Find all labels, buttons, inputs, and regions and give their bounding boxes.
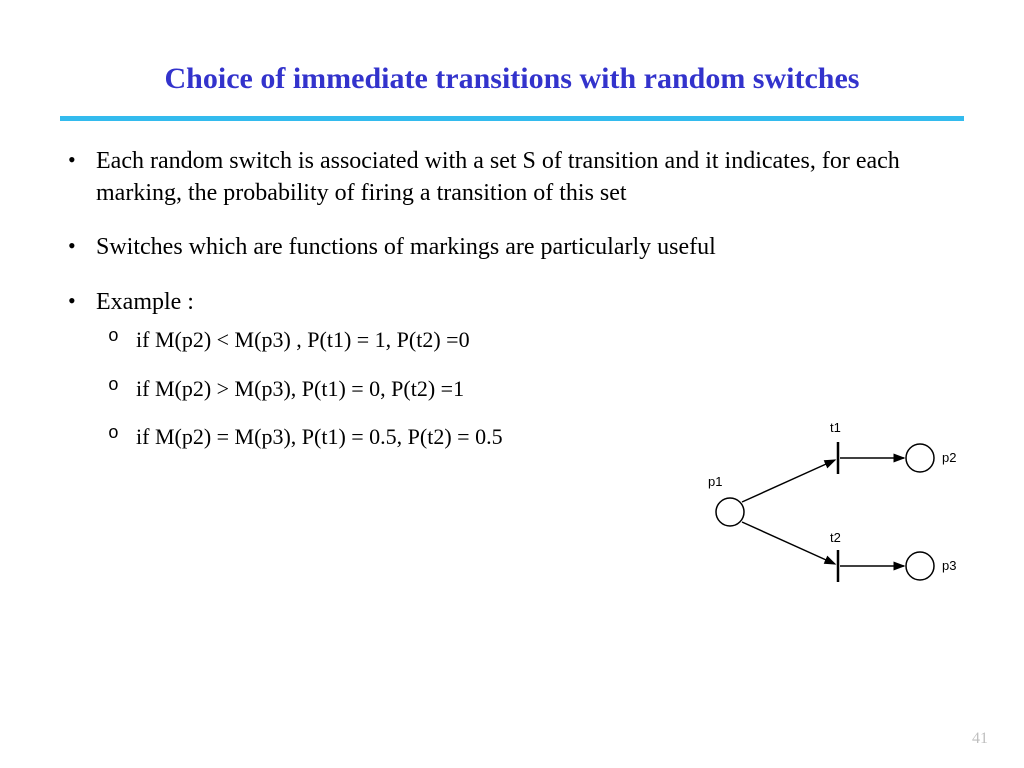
diagram-edge bbox=[742, 460, 835, 502]
node-label: t1 bbox=[830, 420, 841, 435]
sub-bullet-text: if M(p2) < M(p3) , P(t1) = 1, P(t2) =0 bbox=[136, 327, 470, 352]
sub-bullet-item: if M(p2) < M(p3) , P(t1) = 1, P(t2) =0 bbox=[96, 326, 964, 355]
node-label: p1 bbox=[708, 474, 722, 489]
bullet-text: Example : bbox=[96, 289, 194, 315]
place-node bbox=[906, 552, 934, 580]
bullet-text: Each random switch is associated with a … bbox=[96, 148, 900, 206]
node-label: p3 bbox=[942, 558, 956, 573]
node-label: t2 bbox=[830, 530, 841, 545]
bullet-text: Switches which are functions of markings… bbox=[96, 234, 716, 260]
content-area: Each random switch is associated with a … bbox=[0, 145, 1024, 452]
bullet-item: Each random switch is associated with a … bbox=[60, 145, 964, 210]
node-label: p2 bbox=[942, 450, 956, 465]
bullet-list: Each random switch is associated with a … bbox=[60, 145, 964, 452]
bullet-item: Switches which are functions of markings… bbox=[60, 231, 964, 263]
sub-bullet-text: if M(p2) > M(p3), P(t1) = 0, P(t2) =1 bbox=[136, 376, 464, 401]
place-node bbox=[716, 498, 744, 526]
sub-bullet-item: if M(p2) > M(p3), P(t1) = 0, P(t2) =1 bbox=[96, 375, 964, 404]
title-divider bbox=[60, 116, 964, 121]
slide-title: Choice of immediate transitions with ran… bbox=[0, 0, 1024, 116]
sub-bullet-text: if M(p2) = M(p3), P(t1) = 0.5, P(t2) = 0… bbox=[136, 424, 503, 449]
place-node bbox=[906, 444, 934, 472]
petri-net-diagram: p1 p2 p3 t1 t2 bbox=[690, 420, 990, 620]
diagram-edge bbox=[742, 522, 835, 564]
page-number: 41 bbox=[972, 730, 988, 748]
diagram-svg: p1 p2 p3 t1 t2 bbox=[690, 420, 990, 620]
